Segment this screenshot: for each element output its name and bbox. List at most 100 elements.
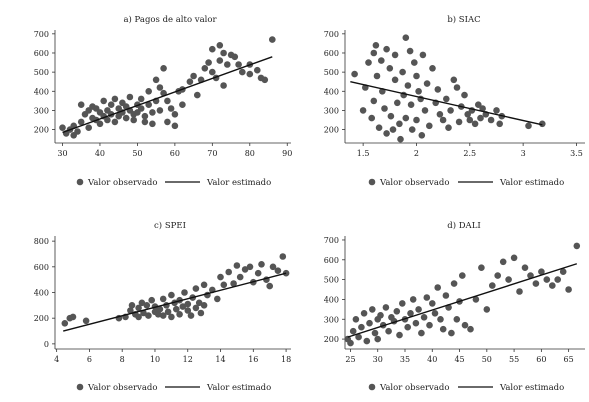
- data-point: [471, 120, 479, 128]
- data-point: [565, 286, 572, 293]
- data-point: [194, 91, 201, 99]
- data-point: [69, 313, 77, 321]
- y-tick-label: 200: [324, 126, 339, 135]
- data-point: [429, 300, 436, 307]
- panel-spei: c) SPEI 0 200 400 600 800 4 6 8 10 12 14 16 18: [34, 220, 291, 364]
- data-point: [487, 116, 495, 124]
- y-tick-label: 400: [324, 87, 339, 96]
- data-point: [192, 304, 200, 312]
- data-point: [402, 114, 410, 122]
- data-point: [477, 114, 484, 122]
- data-point: [96, 120, 104, 128]
- data-point: [372, 42, 380, 49]
- data-point: [439, 325, 447, 333]
- y-tick-label: 300: [34, 106, 49, 115]
- data-point: [393, 308, 401, 315]
- data-point: [421, 107, 429, 114]
- data-point: [559, 268, 567, 276]
- legend-point-marker: [76, 178, 84, 186]
- data-point: [407, 101, 415, 108]
- legend-point-marker: [76, 383, 84, 391]
- data-point: [184, 300, 192, 308]
- data-point: [279, 253, 287, 260]
- data-point: [246, 263, 254, 271]
- x-tick-label: 14: [215, 355, 225, 364]
- data-point: [396, 120, 403, 128]
- x-tick-label: 3: [521, 149, 526, 158]
- legend-panel-b: Valor observado Valor estimado: [368, 178, 564, 188]
- data-point: [439, 116, 447, 124]
- data-point: [216, 42, 224, 49]
- data-point: [149, 109, 156, 116]
- data-point: [266, 282, 274, 290]
- data-point: [184, 307, 192, 314]
- data-point: [409, 296, 417, 303]
- data-point: [404, 323, 412, 331]
- legend-observed-label: Valor observado: [87, 178, 157, 188]
- data-point: [408, 126, 416, 133]
- data-point: [195, 299, 203, 307]
- data-point: [386, 65, 394, 72]
- data-point: [74, 128, 81, 135]
- x-tick-label: 50: [482, 355, 492, 364]
- y-tick-label: 500: [324, 68, 339, 77]
- data-point: [426, 122, 433, 130]
- data-point: [258, 261, 265, 268]
- legend-estimated-label: Valor estimado: [499, 383, 564, 393]
- data-point: [82, 317, 90, 325]
- data-point: [220, 49, 227, 57]
- data-point: [381, 105, 388, 112]
- data-point: [143, 302, 151, 309]
- data-point: [253, 66, 261, 74]
- data-point: [145, 312, 152, 319]
- data-point: [171, 122, 179, 130]
- data-point: [220, 281, 228, 289]
- legend-observed-label: Valor observado: [87, 383, 157, 393]
- x-tick-label: 55: [509, 355, 519, 364]
- data-point: [141, 112, 149, 120]
- data-point: [461, 91, 468, 99]
- data-point: [466, 116, 474, 124]
- data-point: [167, 105, 175, 112]
- y-tick-label: 200: [34, 314, 49, 323]
- x-tick-label: 65: [564, 355, 574, 364]
- data-point: [59, 124, 66, 131]
- data-point: [404, 82, 412, 89]
- data-point: [549, 282, 556, 289]
- data-point: [496, 120, 504, 128]
- data-point: [154, 311, 162, 318]
- data-point: [168, 313, 175, 321]
- data-point: [554, 276, 561, 283]
- legend-estimated-label: Valor estimado: [206, 383, 271, 393]
- data-point: [453, 316, 461, 323]
- data-point: [573, 242, 581, 250]
- data-point: [397, 135, 404, 143]
- data-point: [445, 124, 452, 131]
- data-point: [418, 132, 426, 139]
- x-tick-label: 2.5: [463, 149, 476, 158]
- legend-observed-label: Valor observado: [379, 178, 449, 188]
- data-point: [448, 329, 455, 337]
- data-point: [201, 65, 209, 72]
- data-point: [205, 59, 212, 66]
- panel-pagos-alto-valor: a) Pagos de alto valor 200 300 400 500 600 70…: [34, 14, 293, 158]
- data-point: [200, 302, 208, 309]
- data-point: [532, 280, 540, 287]
- data-point: [347, 339, 354, 347]
- data-point: [181, 289, 188, 296]
- data-point: [230, 280, 237, 287]
- data-point: [209, 68, 216, 76]
- data-point: [434, 86, 442, 93]
- data-point: [419, 51, 427, 59]
- x-tick-label: 8: [120, 355, 125, 364]
- data-point: [231, 53, 239, 61]
- data-point: [209, 45, 216, 53]
- data-point: [220, 82, 227, 89]
- y-tick-label: 600: [324, 49, 339, 58]
- data-point: [77, 101, 85, 108]
- x-tick-label: 40: [427, 355, 437, 364]
- data-point: [138, 299, 146, 307]
- x-tick-label: 40: [95, 149, 105, 158]
- panel-dali: d) DALI 200 300 400 500 600 700 25 30 35 40 45 50 55…: [324, 220, 585, 364]
